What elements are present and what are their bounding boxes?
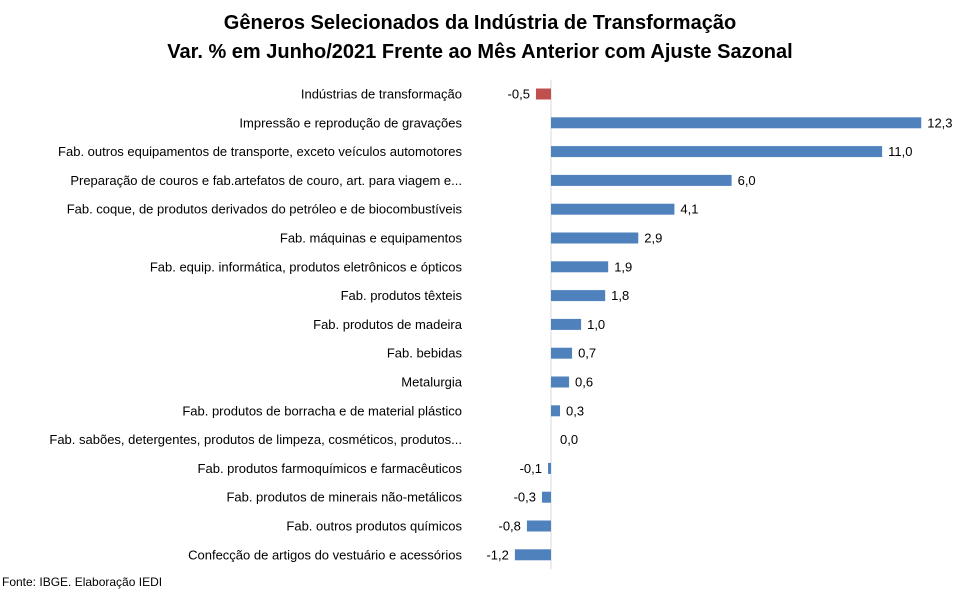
value-label: 0,7 — [578, 346, 596, 361]
category-label: Fab. bebidas — [387, 346, 463, 361]
value-label: 1,0 — [587, 317, 605, 332]
bar — [526, 520, 551, 532]
category-label: Fab. equip. informática, produtos eletrô… — [150, 259, 463, 274]
category-label: Fab. outros produtos químicos — [286, 519, 462, 534]
value-label: -0,1 — [520, 461, 542, 476]
value-label: 0,6 — [575, 375, 593, 390]
bar — [551, 318, 582, 330]
category-label: Fab. produtos de borracha e de material … — [182, 403, 462, 418]
source-note: Fonte: IBGE. Elaboração IEDI — [2, 575, 163, 589]
bar — [551, 117, 922, 129]
category-label: Confecção de artigos do vestuário e aces… — [188, 547, 462, 562]
bar — [547, 462, 551, 474]
category-label: Fab. máquinas e equipamentos — [280, 231, 463, 246]
value-label: -0,3 — [514, 490, 536, 505]
category-label: Fab. outros equipamentos de transporte, … — [58, 144, 462, 159]
category-label: Fab. sabões, detergentes, produtos de li… — [49, 432, 462, 447]
value-label: 1,8 — [611, 288, 629, 303]
bar — [551, 261, 609, 273]
bar — [551, 203, 675, 215]
value-label: 0,3 — [566, 403, 584, 418]
value-label: 6,0 — [738, 173, 756, 188]
bar — [514, 549, 551, 561]
bar — [551, 146, 883, 158]
bar — [551, 232, 639, 244]
bar — [535, 88, 551, 100]
bar — [551, 376, 570, 388]
category-label: Fab. produtos de madeira — [313, 317, 463, 332]
value-label: 1,9 — [614, 259, 632, 274]
bar — [551, 347, 573, 359]
bar — [551, 174, 732, 186]
value-label: -0,8 — [499, 519, 521, 534]
chart-title-line1: Gêneros Selecionados da Indústria de Tra… — [223, 12, 737, 34]
category-label: Metalurgia — [401, 375, 462, 390]
value-label: 12,3 — [927, 115, 952, 130]
value-label: -1,2 — [486, 547, 508, 562]
category-label: Preparação de couros e fab.artefatos de … — [70, 173, 462, 188]
category-label: Fab. produtos têxteis — [341, 288, 463, 303]
value-label: 2,9 — [644, 231, 662, 246]
chart-title: Gêneros Selecionados da Indústria de Tra… — [0, 9, 960, 67]
category-label: Fab. produtos farmoquímicos e farmacêuti… — [198, 461, 463, 476]
bar — [551, 290, 606, 302]
value-label: -0,5 — [508, 87, 530, 102]
value-label: 4,1 — [680, 202, 698, 217]
bar — [541, 491, 551, 503]
value-label: 11,0 — [888, 144, 912, 159]
category-label: Indústrias de transformação — [301, 87, 462, 102]
bar — [551, 405, 561, 417]
value-label: 0,0 — [560, 432, 578, 447]
category-label: Fab. coque, de produtos derivados do pet… — [67, 202, 463, 217]
category-label: Fab. produtos de minerais não-metálicos — [226, 490, 462, 505]
category-label: Impressão e reprodução de gravações — [239, 115, 462, 130]
chart-title-line2: Var. % em Junho/2021 Frente ao Mês Anter… — [167, 41, 793, 63]
